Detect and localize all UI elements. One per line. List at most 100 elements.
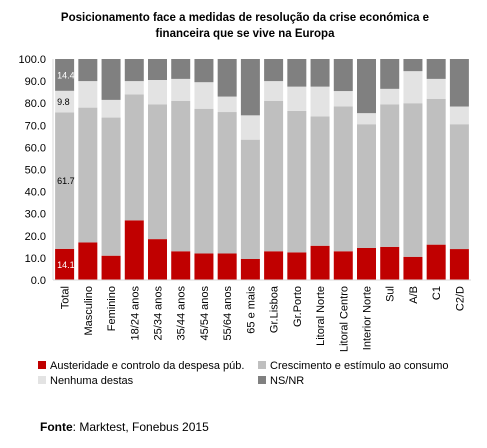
y-tick-label: 60.0	[25, 142, 46, 154]
bar-a-b-crescimento-e-estimulo-ao-consumo	[403, 103, 423, 257]
data-label-total-austeridade-e-controlo-da-despesa-pub: 14.1	[57, 260, 75, 270]
bar-litoral-norte-crescimento-e-estimulo-ao-consumo	[310, 116, 330, 246]
bar-masculino-crescimento-e-estimulo-ao-consumo	[78, 107, 98, 243]
bar-gr-lisboa-nenhuma-destas	[264, 81, 284, 101]
x-tick-label-litoral-centro: Litoral Centro	[338, 286, 350, 352]
x-tick-label-25-34-anos: 25/34 anos	[153, 286, 165, 341]
bar-sul-nenhuma-destas	[380, 88, 400, 105]
bar-gr-porto-nenhuma-destas	[287, 86, 307, 111]
data-label-total-crescimento-e-estimulo-ao-consumo: 61.7	[57, 176, 75, 186]
bar-35-44-anos-nenhuma-destas	[171, 78, 191, 101]
bar-35-44-anos-austeridade-e-controlo-da-despesa-pub	[171, 251, 191, 280]
legend-label-ns-nr: NS/NR	[270, 375, 304, 387]
bar-c1-nenhuma-destas	[426, 78, 446, 99]
bar-55-64-anos-nenhuma-destas	[217, 96, 237, 113]
x-tick-label-gr-lisboa: Gr.Lisboa	[269, 285, 281, 333]
bar-gr-porto-austeridade-e-controlo-da-despesa-pub	[287, 252, 307, 281]
bar-gr-lisboa-crescimento-e-estimulo-ao-consumo	[264, 100, 284, 252]
data-labels: 14.1 61.7 9.8 14.4	[57, 70, 75, 270]
bar-litoral-norte-nenhuma-destas	[310, 86, 330, 117]
chart-title: Posicionamento face a medidas de resoluç…	[60, 12, 430, 40]
bar-35-44-anos-crescimento-e-estimulo-ao-consumo	[171, 100, 191, 252]
bar-litoral-centro-ns-nr	[333, 59, 353, 92]
bar-18-24-anos-ns-nr	[124, 59, 144, 82]
y-tick-label: 0.0	[31, 275, 46, 287]
bar-feminino-crescimento-e-estimulo-ao-consumo	[101, 117, 121, 256]
y-tick-label: 20.0	[25, 231, 46, 243]
bar-total-ns-nr	[55, 59, 75, 91]
y-tick-label: 70.0	[25, 120, 46, 132]
bar-45-54-anos-ns-nr	[194, 59, 214, 83]
bar-a-b-austeridade-e-controlo-da-despesa-pub	[403, 256, 423, 280]
bar-65-e-mais-nenhuma-destas	[240, 115, 260, 140]
data-label-total-ns-nr: 14.4	[57, 70, 75, 80]
bar-65-e-mais-austeridade-e-controlo-da-despesa-pub	[240, 259, 260, 280]
bar-masculino-austeridade-e-controlo-da-despesa-pub	[78, 242, 98, 280]
y-tick-label: 40.0	[25, 187, 46, 199]
source-note: Fonte: Marktest, Fonebus 2015	[40, 420, 209, 434]
legend-swatch-ns-nr	[258, 376, 266, 384]
bar-c1-ns-nr	[426, 59, 446, 79]
x-tick-label-c1: C1	[431, 286, 443, 300]
x-tick-label-a-b: A/B	[408, 286, 420, 304]
bar-litoral-centro-crescimento-e-estimulo-ao-consumo	[333, 106, 353, 252]
bar-interior-norte-ns-nr	[357, 59, 376, 114]
bar-litoral-norte-austeridade-e-controlo-da-despesa-pub	[310, 245, 330, 280]
bar-gr-lisboa-ns-nr	[264, 59, 284, 82]
bar-c1-austeridade-e-controlo-da-despesa-pub	[426, 244, 446, 280]
bar-18-24-anos-crescimento-e-estimulo-ao-consumo	[124, 94, 144, 221]
x-tick-label-18-24-anos: 18/24 anos	[129, 286, 141, 341]
legend-swatch-austeridade-e-controlo-da-despesa-pub	[38, 361, 46, 369]
y-tick-label: 30.0	[25, 209, 46, 221]
bar-a-b-nenhuma-destas	[403, 71, 423, 104]
bar-total-nenhuma-destas	[55, 90, 75, 113]
bar-litoral-centro-nenhuma-destas	[333, 91, 353, 107]
bar-gr-porto-ns-nr	[287, 59, 307, 87]
bar-feminino-ns-nr	[101, 59, 121, 100]
source-label: Fonte	[40, 420, 73, 434]
bar-sul-austeridade-e-controlo-da-despesa-pub	[380, 246, 400, 280]
bar-55-64-anos-austeridade-e-controlo-da-despesa-pub	[217, 253, 237, 280]
bar-interior-norte-austeridade-e-controlo-da-despesa-pub	[357, 247, 376, 280]
y-axis: 0.0 10.0 20.0 30.0 40.0 50.0 60.0 70.0 80.0 90.0 1…	[18, 54, 54, 287]
y-tick-label: 90.0	[25, 76, 46, 88]
bar-55-64-anos-crescimento-e-estimulo-ao-consumo	[217, 112, 237, 254]
bar-c2-d-nenhuma-destas	[449, 106, 469, 125]
bar-c2-d-ns-nr	[449, 59, 469, 107]
bar-45-54-anos-nenhuma-destas	[194, 82, 214, 109]
x-tick-label-65-e-mais: 65 e mais	[245, 286, 257, 334]
source-text: : Marktest, Fonebus 2015	[72, 420, 209, 434]
x-tick-label-35-44-anos: 35/44 anos	[176, 286, 188, 341]
bar-a-b-ns-nr	[403, 59, 423, 72]
legend-label-crescimento-e-estimulo-ao-consumo: Crescimento e estímulo ao consumo	[270, 360, 449, 372]
data-label-total-nenhuma-destas: 9.8	[57, 97, 70, 107]
y-tick-label: 10.0	[25, 253, 46, 265]
bar-interior-norte-crescimento-e-estimulo-ao-consumo	[357, 124, 376, 248]
bar-25-34-anos-crescimento-e-estimulo-ao-consumo	[148, 104, 167, 240]
bar-45-54-anos-crescimento-e-estimulo-ao-consumo	[194, 108, 214, 254]
x-tick-label-feminino: Feminino	[106, 286, 118, 331]
bar-65-e-mais-ns-nr	[240, 59, 260, 116]
x-tick-label-litoral-norte: Litoral Norte	[315, 286, 327, 346]
x-tick-label-interior-norte: Interior Norte	[362, 286, 374, 350]
bar-masculino-ns-nr	[78, 59, 98, 82]
bars	[55, 59, 469, 281]
legend-label-nenhuma-destas: Nenhuma destas	[50, 375, 134, 387]
bar-masculino-nenhuma-destas	[78, 81, 98, 108]
bar-25-34-anos-austeridade-e-controlo-da-despesa-pub	[148, 239, 167, 280]
bar-feminino-nenhuma-destas	[101, 99, 121, 118]
bar-65-e-mais-crescimento-e-estimulo-ao-consumo	[240, 139, 260, 259]
bar-35-44-anos-ns-nr	[171, 59, 191, 79]
bar-interior-norte-nenhuma-destas	[357, 113, 376, 125]
x-axis: Total Masculino Feminino 18/24 anos 25/34 an…	[53, 279, 471, 352]
legend: Austeridade e controlo da despesa púb. Cr…	[38, 360, 449, 387]
bar-c1-crescimento-e-estimulo-ao-consumo	[426, 98, 446, 245]
y-tick-label: 100.0	[18, 54, 46, 66]
x-tick-label-masculino: Masculino	[83, 286, 95, 336]
bar-18-24-anos-austeridade-e-controlo-da-despesa-pub	[124, 220, 144, 280]
x-tick-label-45-54-anos: 45/54 anos	[199, 286, 211, 341]
bar-gr-porto-crescimento-e-estimulo-ao-consumo	[287, 110, 307, 253]
x-tick-label-sul: Sul	[385, 286, 397, 302]
x-tick-label-gr-porto: Gr.Porto	[292, 286, 304, 327]
